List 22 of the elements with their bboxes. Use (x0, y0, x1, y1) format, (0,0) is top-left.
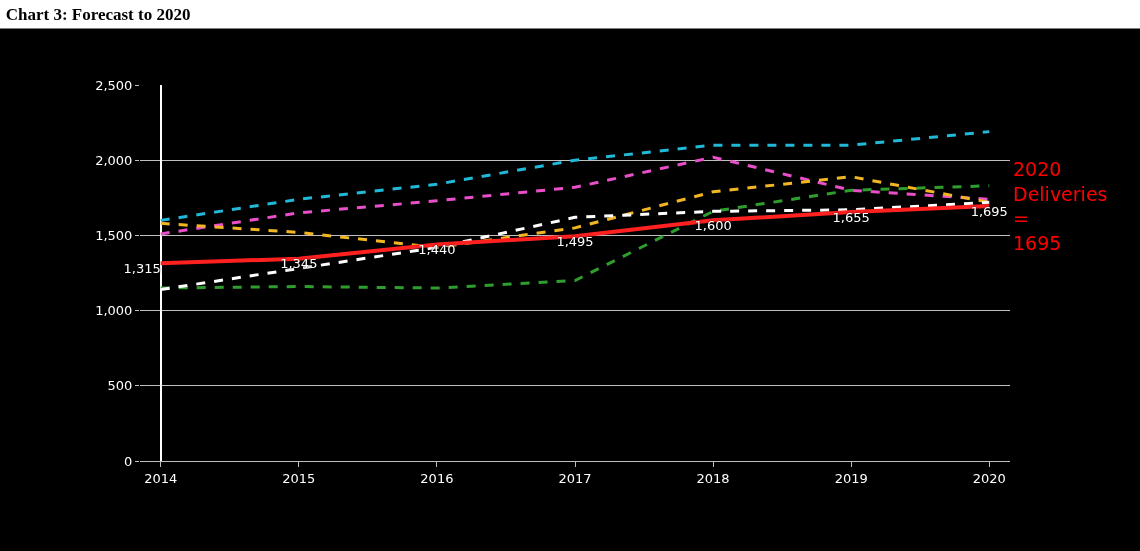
data-label: 1,315 (123, 260, 161, 276)
chart-title: Chart 3: Forecast to 2020 (5, 5, 191, 25)
x-tick-label: 2018 (696, 470, 730, 486)
data-label: 1,495 (556, 233, 594, 249)
data-label: 1,695 (970, 203, 1008, 219)
x-tick-label: 2017 (558, 470, 592, 486)
x-tick-label: 2019 (834, 470, 868, 486)
data-label: 1,600 (694, 218, 732, 234)
y-tick-label: 2,000 (95, 152, 133, 168)
y-tick-label: 500 (107, 378, 133, 394)
y-tick-label: 1,000 (95, 303, 133, 319)
y-tick-label: 1,500 (95, 227, 133, 243)
x-tick-label: 2015 (282, 470, 316, 486)
data-label: 1,655 (832, 209, 870, 225)
y-tick-label: 2,500 (95, 77, 133, 93)
x-tick-label: 2014 (144, 470, 178, 486)
data-label: 1,345 (280, 256, 318, 272)
x-tick-label: 2016 (420, 470, 454, 486)
y-tick-label: 0 (124, 453, 133, 469)
annotation: 2020 Deliveries = 1695 (1013, 158, 1108, 255)
x-tick-label: 2020 (972, 470, 1006, 486)
data-label: 1,440 (418, 242, 456, 258)
